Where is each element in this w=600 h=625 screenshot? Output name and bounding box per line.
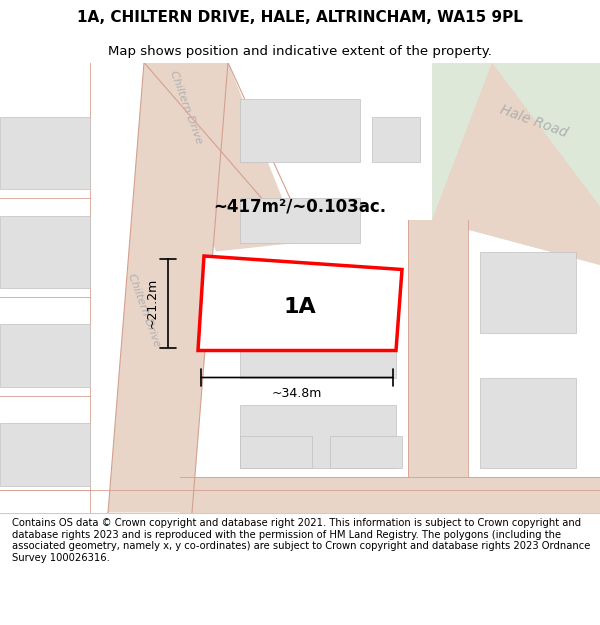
Text: Chiltern Drive: Chiltern Drive (168, 69, 204, 146)
Bar (330, 436, 402, 468)
Text: Chiltern Drive: Chiltern Drive (126, 272, 162, 348)
Bar (372, 116, 420, 161)
Polygon shape (432, 62, 600, 265)
Bar (0, 422, 90, 486)
Text: ~21.2m: ~21.2m (146, 278, 159, 328)
Text: 1A: 1A (284, 297, 316, 317)
Text: Contains OS data © Crown copyright and database right 2021. This information is : Contains OS data © Crown copyright and d… (12, 518, 590, 563)
Bar (240, 436, 312, 468)
Polygon shape (432, 62, 600, 265)
Text: 1A, CHILTERN DRIVE, HALE, ALTRINCHAM, WA15 9PL: 1A, CHILTERN DRIVE, HALE, ALTRINCHAM, WA… (77, 9, 523, 24)
Polygon shape (144, 62, 300, 251)
Text: ~34.8m: ~34.8m (272, 387, 322, 400)
Polygon shape (408, 220, 468, 476)
Bar (0, 324, 90, 386)
Polygon shape (108, 62, 228, 512)
Text: ~417m²/~0.103ac.: ~417m²/~0.103ac. (214, 198, 386, 216)
Bar (240, 296, 396, 378)
Bar (0, 116, 90, 189)
Bar (240, 404, 396, 468)
Text: Map shows position and indicative extent of the property.: Map shows position and indicative extent… (108, 45, 492, 58)
Polygon shape (198, 256, 402, 351)
Polygon shape (180, 476, 600, 512)
Bar (240, 198, 360, 242)
Bar (0, 216, 90, 288)
Bar (240, 99, 360, 161)
Bar (480, 251, 576, 332)
Bar (480, 378, 576, 468)
Text: Hale Road: Hale Road (498, 102, 570, 140)
